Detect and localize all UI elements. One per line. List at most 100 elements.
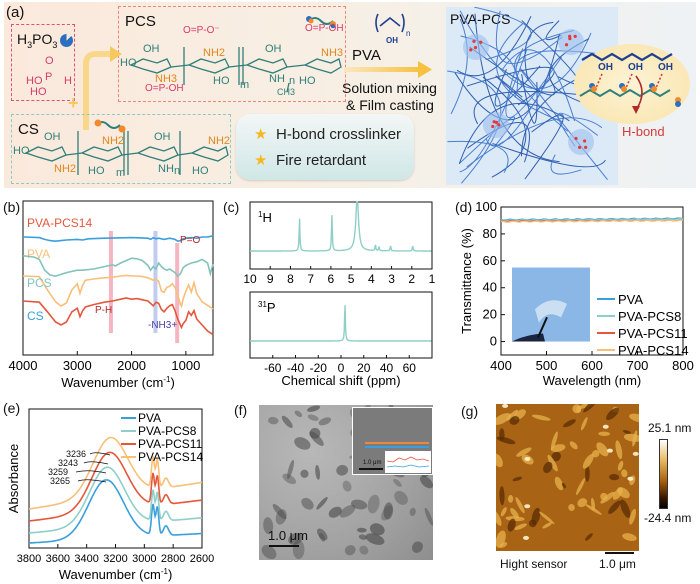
afm-feature [554, 476, 564, 491]
tem-feature [287, 459, 295, 480]
fiber [492, 142, 606, 168]
afm-feature [509, 416, 520, 425]
line-profile-blue [365, 446, 429, 448]
afm-feature [496, 453, 503, 468]
colorbar [659, 439, 668, 509]
tem-image: 1.0 μm 1.0 μm [259, 405, 433, 560]
tem-feature [316, 497, 328, 510]
crosslink-dot [492, 120, 496, 124]
star-icon: ★ [254, 125, 268, 143]
fiber [495, 75, 531, 108]
transmittance-chart-d: 0 20 40 60 80 100 400 500 600 700 800 PVA PVA-PCS8 PV… [459, 199, 694, 388]
crosslink-dot [564, 43, 569, 47]
fiber [524, 21, 554, 81]
tem-feature [367, 494, 380, 514]
series-line-pva [29, 479, 202, 544]
cluster [558, 29, 584, 55]
tem-feature [315, 465, 321, 480]
synthesis-arrow [83, 46, 122, 130]
feature-label: Fire retardant [276, 152, 367, 169]
fiber [469, 46, 556, 96]
h3po3-h: H [17, 31, 28, 47]
afm-feature [598, 431, 611, 436]
afm-feature [617, 460, 624, 471]
x-tick-label: 4 [368, 272, 375, 286]
tem-feature [263, 517, 274, 535]
afm-feature [550, 444, 566, 452]
tem-feature [394, 490, 408, 505]
afm-feature [580, 417, 588, 431]
afm-feature [531, 507, 541, 525]
h3po3-sub1: 3 [27, 39, 33, 50]
tem-feature [307, 405, 321, 412]
process-step-1: Solution mixing [342, 80, 437, 96]
y-tick-label: 60 [483, 253, 497, 268]
legend-label: PVA-PCS14 [618, 343, 689, 358]
afm-scale-bar [605, 552, 634, 554]
tem-feature [383, 502, 394, 520]
h3po3-title: H3PO3 [17, 31, 57, 50]
x-tick-label: 3800 [17, 553, 41, 565]
x-tick-label: 60 [403, 361, 417, 375]
afm-feature [507, 518, 516, 532]
afm-feature [542, 522, 552, 529]
x-tick-label: 20 [357, 361, 371, 375]
cs-oh-1: OH [44, 131, 61, 143]
formula-o: O [45, 55, 54, 67]
crosslink-dot [583, 139, 587, 143]
x-tick-label: 1 [429, 272, 436, 286]
pva-label: PVA [352, 47, 381, 64]
x-tick-label: 0 [338, 361, 345, 375]
x-axis-label: Wavelength (nm) [543, 373, 642, 388]
nmr-chart-c: 1H 10 9 8 7 6 5 4 3 2 1 31P -60 -40 -20 0 20 40 60Chemical… [243, 201, 436, 388]
panel-label-c: (c) [223, 199, 240, 215]
annotation-arrow [89, 452, 111, 456]
afm-feature [585, 533, 593, 541]
afm-peak [524, 504, 531, 509]
x-tick-label: 2 [408, 272, 415, 286]
nucleus-label-31p: 31P [258, 300, 276, 315]
afm-feature [592, 450, 600, 458]
h3po3-po: PO [32, 31, 53, 47]
y-axis-label: Transmittance (%) [459, 228, 474, 334]
x-tick-label: 9 [267, 272, 274, 286]
cs-nh2-3: NH2 [208, 135, 231, 147]
pcs-nh2: NH2 [203, 47, 226, 59]
series-line-pcs [22, 255, 214, 278]
tem-feature [411, 541, 423, 553]
cs-repeat-n: n [174, 165, 181, 177]
tem-feature [294, 410, 303, 418]
fiber [474, 7, 532, 61]
fiber [494, 65, 541, 107]
afm-peak [502, 404, 509, 408]
tem-feature [344, 545, 356, 556]
tem-feature [318, 417, 332, 426]
nmr-spectrum-31p [250, 305, 432, 342]
tem-feature [393, 478, 402, 487]
afm-peak [524, 456, 531, 461]
formula-h: H [64, 75, 72, 87]
x-tick-label: 3000 [63, 358, 92, 373]
tem-feature [336, 464, 349, 476]
fiber [524, 114, 564, 180]
annotation-label: -NH3+ [148, 320, 177, 331]
inset-scale-bar [359, 468, 383, 470]
cs-box: CS OH HO NH2 NH2 HO m OH NH n NH2 HO [11, 114, 231, 184]
crosslink-dot [584, 145, 588, 149]
x-tick-label: 10 [243, 272, 257, 286]
cluster [568, 129, 594, 155]
tem-feature [369, 523, 385, 536]
tem-feature [339, 504, 356, 518]
tem-feature [316, 528, 328, 541]
nucleus-label-1h: 1H [258, 210, 272, 225]
afm-feature [629, 413, 639, 423]
afm-feature [600, 492, 608, 501]
annotation-label: P=O [180, 235, 201, 246]
afm-peak [627, 476, 634, 481]
bubble-oh-1: OH [598, 62, 613, 73]
panel-label-f: (f) [234, 402, 248, 418]
afm-feature [608, 500, 621, 514]
fiber [550, 154, 582, 175]
fiber [447, 70, 502, 184]
pcs-nh3-1: NH3 [155, 73, 178, 85]
